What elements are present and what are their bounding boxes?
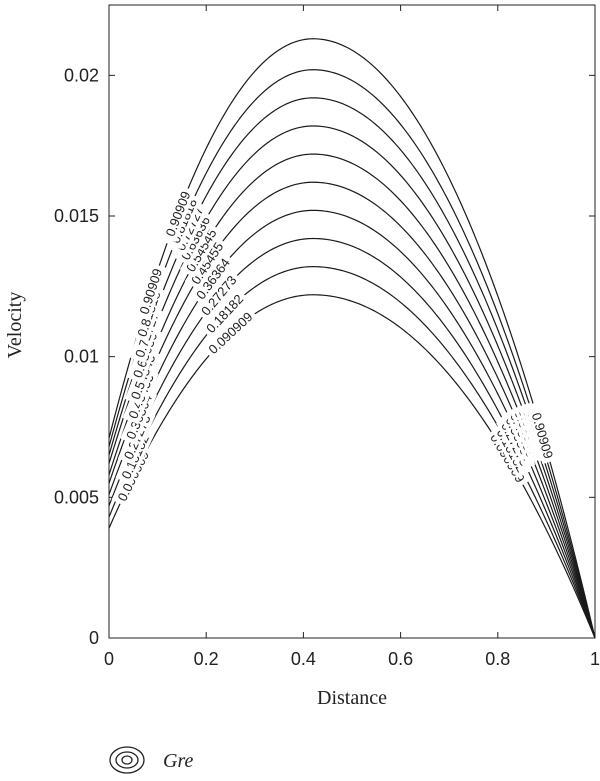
contour-label-bg — [527, 406, 559, 464]
x-tick-label: 0.6 — [388, 649, 413, 669]
legend-label-gre: Gre — [163, 750, 193, 772]
contour-label-bg — [159, 185, 196, 243]
contour-line — [108, 69, 596, 639]
y-tick-label: 0.02 — [64, 65, 99, 85]
contour-label-bg — [199, 287, 250, 340]
contour-label-bg — [194, 268, 243, 322]
y-axis-title: Velocity — [4, 292, 26, 359]
x-axis-title: Distance — [317, 687, 387, 709]
x-axis-ticks: 0 0.2 0.4 0.6 0.8 1 — [104, 5, 600, 669]
plot-frame — [108, 4, 596, 639]
y-axis-ticks: 0 0.005 0.01 0.015 0.02 — [54, 65, 595, 648]
x-tick-label: 0.8 — [485, 649, 510, 669]
y-tick-label: 0.005 — [54, 487, 99, 507]
contour-labels: 0.0909090.0909090.0909090.181820.181820.… — [111, 185, 559, 508]
contour-label-bg — [184, 235, 229, 291]
x-tick-label: 1 — [590, 649, 600, 669]
contour-legend-icon — [109, 746, 145, 774]
x-tick-label: 0 — [104, 649, 114, 669]
legend: Gre — [109, 746, 193, 774]
y-tick-label: 0.01 — [64, 347, 99, 367]
contour-label-bg — [201, 305, 259, 360]
y-tick-label: 0 — [89, 628, 99, 648]
contour-line — [108, 38, 596, 639]
contour-label-bg — [189, 251, 236, 306]
y-tick-label: 0.015 — [54, 206, 99, 226]
x-tick-label: 0.4 — [291, 649, 316, 669]
x-tick-label: 0.2 — [194, 649, 219, 669]
contour-curves — [108, 38, 596, 639]
contour-label-bg — [133, 262, 167, 320]
